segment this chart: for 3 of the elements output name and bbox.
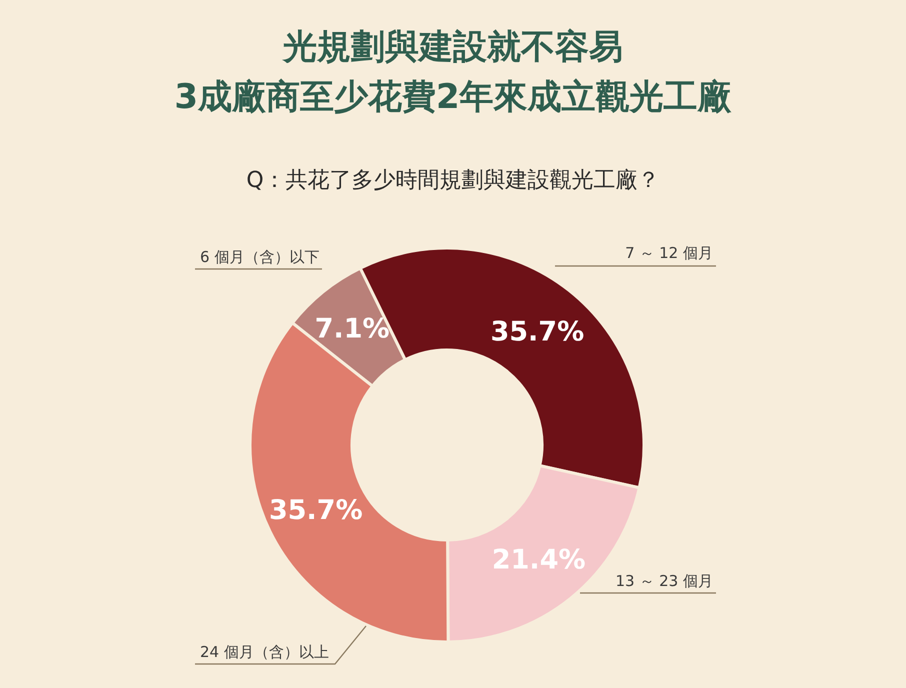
title: 光規劃與建設就不容易	[283, 27, 623, 67]
subtitle: Q：共花了多少時間規劃與建設觀光工廠？	[246, 168, 660, 193]
title: 3成廠商至少花費2年來成立觀光工廠	[174, 77, 732, 117]
